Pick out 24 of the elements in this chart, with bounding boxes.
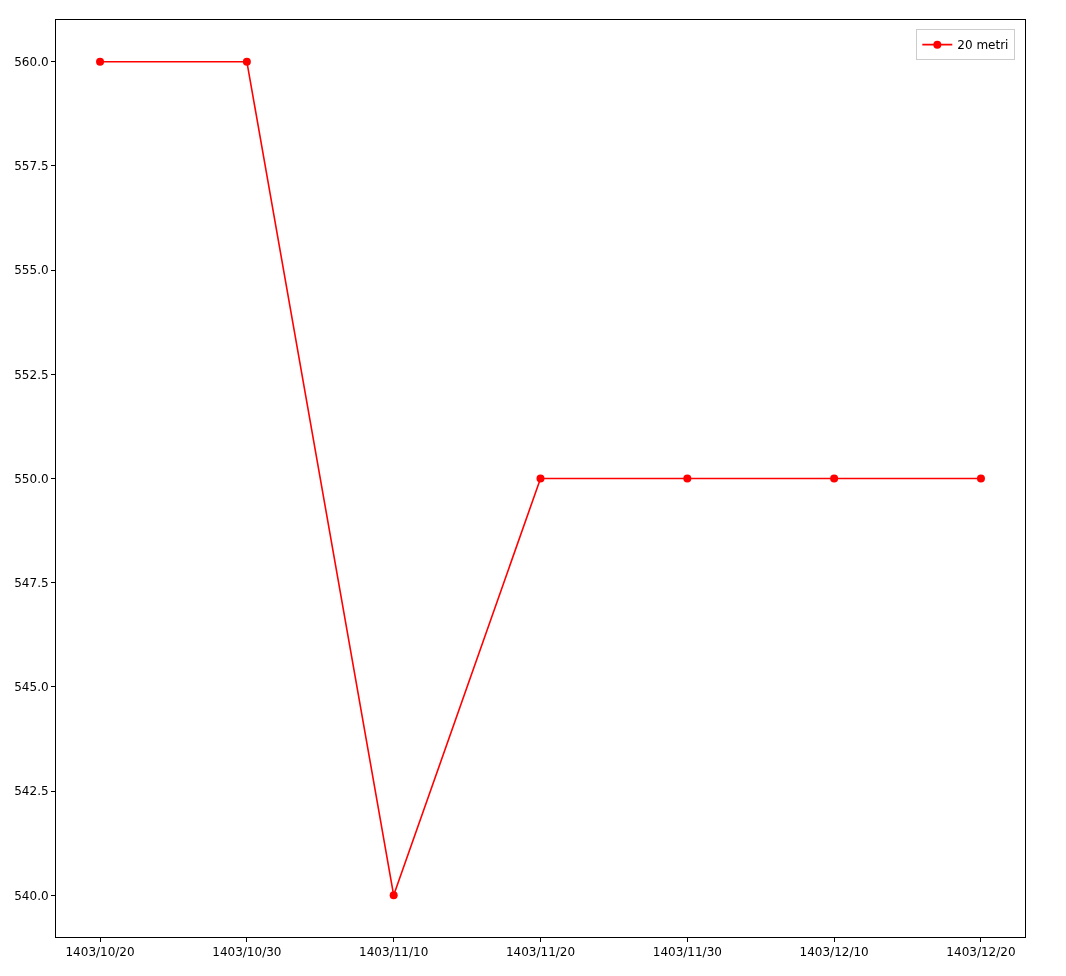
y-tick-label: 542.5 (14, 784, 49, 799)
x-tick-label: 1403/12/10 (799, 945, 869, 960)
legend-label: 20 metri (957, 38, 1009, 53)
x-tick-label: 1403/10/30 (212, 945, 282, 960)
point (976, 474, 985, 483)
point (683, 474, 692, 483)
y-tick-label: 550.0 (14, 471, 49, 486)
y-tick-label: 547.5 (14, 575, 49, 590)
y-tick-label: 557.5 (14, 159, 49, 174)
point (389, 891, 398, 900)
x-tick-label: 1403/10/20 (65, 945, 135, 960)
y-tick-label: 560.0 (14, 54, 49, 69)
point (536, 474, 545, 483)
x-tick-label: 1403/11/20 (505, 945, 576, 960)
x-tick-label: 1403/11/10 (359, 945, 429, 960)
x-tick-label: 1403/11/30 (652, 945, 722, 960)
x-tick-label: 1403/12/20 (946, 945, 1016, 960)
y-tick-label: 552.5 (14, 367, 49, 382)
point (96, 57, 105, 66)
y-tick-label: 555.0 (14, 263, 49, 278)
point (830, 474, 839, 483)
y-tick-label: 540.0 (14, 888, 49, 903)
y-tick-label: 545.0 (14, 680, 49, 695)
point (242, 57, 251, 66)
